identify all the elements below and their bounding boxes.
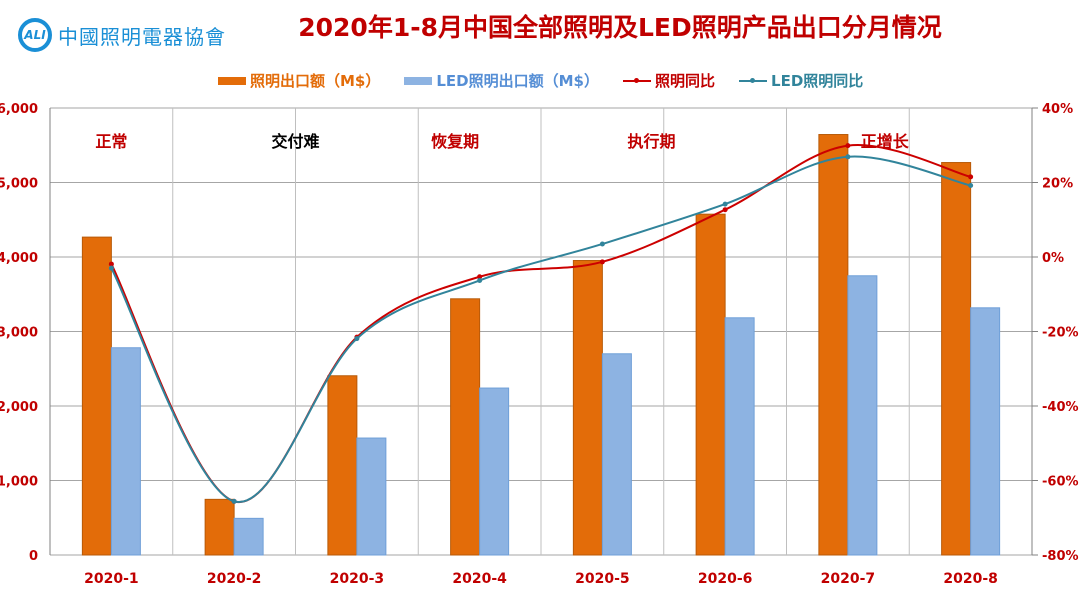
chart-title: 2020年1-8月中国全部照明及LED照明产品出口分月情况 xyxy=(298,13,942,42)
bar-lighting-2020-1 xyxy=(81,236,112,556)
y-left-tick-label: 6,000 xyxy=(0,102,38,117)
bar-lighting-2020-5 xyxy=(572,260,603,556)
legend-item-lighting-yoy: 照明同比 xyxy=(623,70,715,91)
bar-led-2020-2 xyxy=(233,517,264,556)
phase-label: 恢复期 xyxy=(431,132,479,151)
y-left-tick-label: 5,000 xyxy=(0,177,38,192)
legend-label: 照明同比 xyxy=(655,72,716,90)
point-lighting-yoy-2020-5 xyxy=(599,259,605,265)
x-tick-label: 2020-5 xyxy=(575,571,630,587)
bar-led-2020-6 xyxy=(724,317,755,556)
logo: ALI 中國照明電器協會 xyxy=(18,18,226,52)
bar-lighting-2020-6 xyxy=(695,213,726,556)
legend-label: LED照明出口额（M$） xyxy=(436,72,599,90)
bar-led-2020-7 xyxy=(847,275,878,556)
legend-label: 照明出口额（M$） xyxy=(250,72,381,90)
y-right-tick-label: 0% xyxy=(1042,251,1064,266)
bar-lighting-2020-7 xyxy=(818,134,849,556)
point-led-yoy-2020-3 xyxy=(354,336,360,342)
point-lighting-yoy-2020-4 xyxy=(477,274,483,280)
point-lighting-yoy-2020-8 xyxy=(968,174,974,180)
legend-swatch xyxy=(404,76,433,85)
x-tick-label: 2020-6 xyxy=(698,571,753,587)
x-tick-label: 2020-2 xyxy=(207,571,262,587)
x-tick-label: 2020-8 xyxy=(943,571,998,587)
phase-label: 交付难 xyxy=(271,132,319,151)
bar-led-2020-3 xyxy=(356,437,387,556)
point-led-yoy-2020-7 xyxy=(845,154,851,160)
legend-item-lighting-export: 照明出口额（M$） xyxy=(218,70,380,91)
phase-label: 执行期 xyxy=(627,132,675,151)
legend-swatch xyxy=(623,77,651,83)
phase-label: 正常 xyxy=(95,132,127,151)
y-left-tick-label: 1,000 xyxy=(0,475,38,490)
point-led-yoy-2020-5 xyxy=(599,241,605,247)
point-led-yoy-2020-1 xyxy=(108,265,114,271)
y-left-tick-label: 3,000 xyxy=(0,326,38,341)
point-led-yoy-2020-8 xyxy=(968,182,974,188)
legend-item-led-export: LED照明出口额（M$） xyxy=(404,70,599,91)
y-left-tick-label: 4,000 xyxy=(0,251,38,266)
y-left-tick-label: 0 xyxy=(29,549,38,564)
phase-label: 正增长 xyxy=(861,132,910,151)
legend-label: LED照明同比 xyxy=(771,72,864,90)
legend-swatch xyxy=(218,76,246,85)
bar-led-2020-1 xyxy=(110,347,141,556)
bar-lighting-2020-4 xyxy=(450,298,481,556)
bar-led-2020-4 xyxy=(479,387,510,556)
y-right-tick-label: 20% xyxy=(1042,177,1073,192)
x-tick-label: 2020-7 xyxy=(821,571,876,587)
legend-item-led-yoy: LED照明同比 xyxy=(739,70,863,91)
bar-lighting-2020-3 xyxy=(327,375,358,556)
y-right-tick-label: -20% xyxy=(1042,326,1079,341)
logo-text: 中國照明電器協會 xyxy=(58,24,226,49)
y-right-tick-label: -60% xyxy=(1042,475,1079,490)
legend: 照明出口额（M$） LED照明出口额（M$） 照明同比 LED照明同比 xyxy=(218,70,863,91)
bar-led-2020-5 xyxy=(601,353,632,556)
bar-lighting-2020-2 xyxy=(204,498,235,556)
logo-badge-icon: ALI xyxy=(18,18,52,52)
y-right-tick-label: -80% xyxy=(1042,549,1079,564)
point-lighting-yoy-2020-6 xyxy=(722,207,728,213)
point-led-yoy-2020-6 xyxy=(722,201,728,207)
legend-swatch xyxy=(739,77,768,83)
y-left-tick-label: 2,000 xyxy=(0,400,38,415)
x-tick-label: 2020-4 xyxy=(452,571,507,587)
y-right-tick-label: 40% xyxy=(1042,102,1073,117)
x-tick-label: 2020-3 xyxy=(330,571,385,587)
bar-led-2020-8 xyxy=(970,307,1001,556)
x-tick-label: 2020-1 xyxy=(84,571,139,587)
y-right-tick-label: -40% xyxy=(1042,400,1079,415)
point-led-yoy-2020-2 xyxy=(231,498,237,504)
point-lighting-yoy-2020-1 xyxy=(108,261,114,267)
point-led-yoy-2020-4 xyxy=(477,277,483,283)
bar-lighting-2020-8 xyxy=(941,162,972,556)
point-lighting-yoy-2020-7 xyxy=(845,143,851,149)
